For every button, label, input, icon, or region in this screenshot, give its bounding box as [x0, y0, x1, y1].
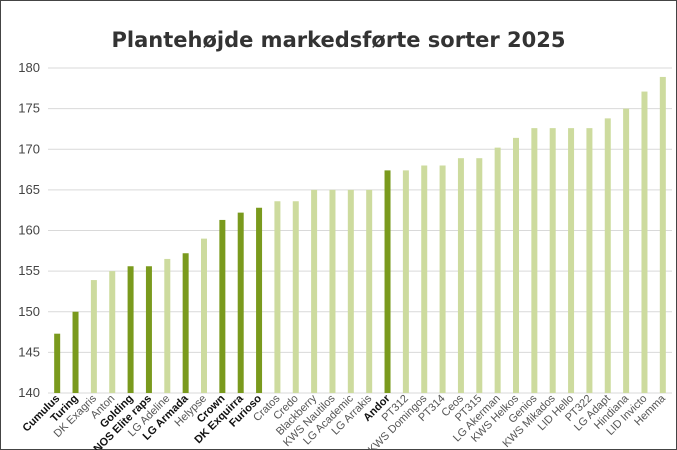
bar [568, 128, 575, 393]
bar [127, 266, 134, 393]
bar [347, 189, 354, 393]
bar [531, 128, 538, 393]
bar [549, 128, 556, 393]
bar [457, 158, 464, 393]
bar [90, 280, 97, 393]
bar [384, 170, 391, 393]
chart-title: Plantehøjde markedsførte sorter 2025 [111, 28, 566, 52]
bar [109, 271, 116, 393]
bar [164, 258, 171, 393]
bar [311, 189, 318, 393]
y-tick-label: 170 [18, 141, 40, 156]
bar [623, 108, 630, 393]
bar [513, 137, 519, 393]
y-tick-label: 150 [18, 304, 40, 319]
bar [659, 76, 666, 393]
y-tick-label: 165 [18, 182, 40, 197]
bar [219, 219, 226, 393]
bar [182, 253, 189, 393]
y-tick-label: 180 [18, 60, 40, 75]
bar [494, 147, 501, 393]
bar [72, 311, 79, 393]
y-tick-label: 155 [18, 263, 40, 278]
bar [366, 189, 373, 393]
bar [237, 212, 244, 393]
bar [439, 165, 446, 393]
bar [256, 207, 263, 393]
bar [476, 158, 483, 393]
bar [292, 201, 299, 393]
y-tick-label: 145 [18, 344, 40, 359]
bar [329, 189, 336, 393]
y-tick-label: 175 [18, 101, 40, 116]
bar [641, 91, 648, 393]
y-tick-label: 140 [18, 385, 40, 400]
bar [421, 165, 428, 393]
bar [54, 333, 61, 393]
bar [145, 266, 152, 393]
bar [586, 128, 593, 393]
bar [274, 201, 281, 393]
bar [604, 118, 611, 393]
y-tick-label: 160 [18, 223, 40, 238]
bar [201, 238, 207, 393]
bar [402, 170, 409, 393]
